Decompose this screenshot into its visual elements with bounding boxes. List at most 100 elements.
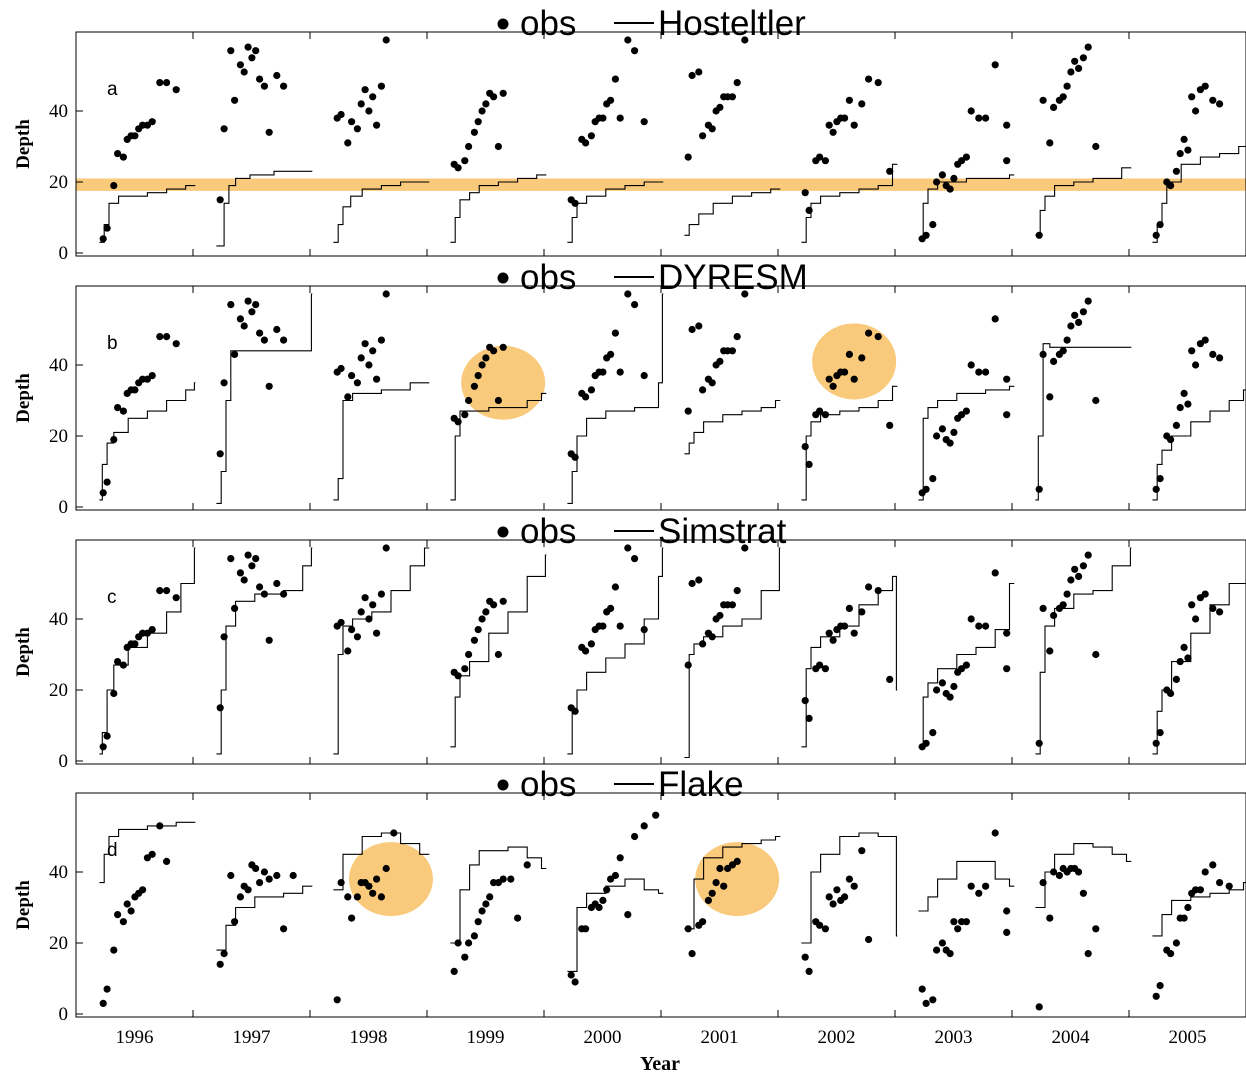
obs-point [874, 333, 882, 341]
axes-frame [75, 539, 1246, 765]
y-tick-label: 20 [49, 172, 68, 193]
obs-point [494, 650, 502, 659]
obs-point [616, 854, 624, 862]
obs-point [1003, 629, 1011, 637]
obs-point [1152, 231, 1160, 239]
obs-point [850, 882, 858, 890]
obs-point [716, 357, 724, 365]
obs-point [922, 999, 930, 1008]
axes-frame [75, 285, 1246, 511]
obs-point [353, 379, 361, 387]
obs-point [858, 847, 866, 855]
obs-point [829, 900, 837, 908]
obs-point [236, 569, 244, 577]
obs-point [361, 594, 369, 602]
obs-point [523, 861, 531, 869]
obs-point [571, 199, 579, 207]
obs-point [231, 604, 239, 613]
obs-point [1172, 167, 1180, 175]
obs-point [938, 171, 947, 179]
obs-point [470, 932, 478, 940]
obs-point [231, 350, 239, 358]
highlight-circle [348, 842, 433, 917]
obs-point [624, 290, 632, 298]
model-series-line [684, 547, 781, 759]
obs-point [607, 96, 615, 104]
y-tick-label: 0 [59, 497, 69, 518]
obs-point [231, 96, 239, 104]
obs-point [344, 893, 352, 901]
highlight-circle [812, 323, 897, 400]
obs-point [114, 150, 122, 158]
obs-point [361, 86, 369, 94]
y-tick-label: 20 [49, 426, 68, 447]
obs-point [708, 889, 716, 897]
obs-point [244, 551, 252, 559]
obs-point [227, 871, 235, 880]
obs-point [461, 665, 469, 673]
obs-point [454, 418, 462, 426]
obs-point [825, 893, 833, 901]
model-series-line [567, 181, 664, 243]
model-series-line [216, 293, 313, 504]
obs-point [950, 174, 958, 182]
obs-point [599, 114, 607, 122]
obs-point [1035, 1003, 1043, 1011]
obs-point [357, 608, 365, 616]
obs-point [1055, 871, 1063, 880]
legend-obs-label: obs [520, 765, 576, 804]
obs-point [236, 893, 244, 901]
obs-point [991, 569, 999, 577]
obs-point [348, 914, 356, 922]
obs-point [123, 900, 131, 908]
obs-point [260, 336, 268, 344]
obs-point [733, 587, 741, 595]
obs-point [1075, 572, 1083, 581]
obs-point [1050, 868, 1058, 876]
obs-point [357, 100, 365, 108]
obs-point [369, 601, 377, 609]
model-series-line [216, 885, 313, 951]
obs-point [858, 100, 866, 108]
obs-point [946, 693, 954, 701]
obs-point [1152, 485, 1160, 493]
obs-point [1176, 150, 1184, 158]
obs-point [353, 893, 361, 901]
obs-point [103, 224, 111, 232]
obs-point [1003, 928, 1011, 937]
x-tick-label: 2002 [818, 1027, 856, 1048]
legend-obs-label: obs [520, 4, 576, 43]
model-series-line [333, 181, 430, 243]
obs-point [280, 336, 288, 344]
obs-point [845, 96, 854, 104]
obs-point [688, 71, 696, 80]
obs-point [474, 118, 482, 126]
obs-point [805, 967, 813, 976]
obs-point [933, 178, 941, 186]
obs-point [850, 375, 858, 383]
obs-point [733, 333, 741, 341]
legend-model-label: DYRESM [658, 258, 808, 297]
panel-b: 0 20 40 Depth b obs DYRESM [13, 258, 1246, 518]
obs-point [1156, 982, 1164, 990]
obs-point [474, 918, 482, 926]
obs-point [962, 153, 971, 161]
x-axis-label: Year [640, 1053, 680, 1075]
obs-point [1059, 347, 1067, 355]
obs-point [265, 382, 273, 390]
obs-point [156, 822, 164, 830]
obs-point [353, 633, 361, 641]
obs-point [369, 347, 377, 355]
obs-point [499, 597, 507, 605]
obs-point [163, 333, 171, 341]
obs-point [741, 290, 749, 298]
obs-point [1180, 643, 1188, 652]
obs-point [1039, 96, 1047, 104]
obs-point [1075, 64, 1083, 72]
obs-point [821, 411, 830, 419]
obs-point [684, 153, 692, 161]
model-series-line [99, 547, 196, 755]
obs-point [929, 221, 937, 229]
model-series-line [216, 170, 313, 247]
